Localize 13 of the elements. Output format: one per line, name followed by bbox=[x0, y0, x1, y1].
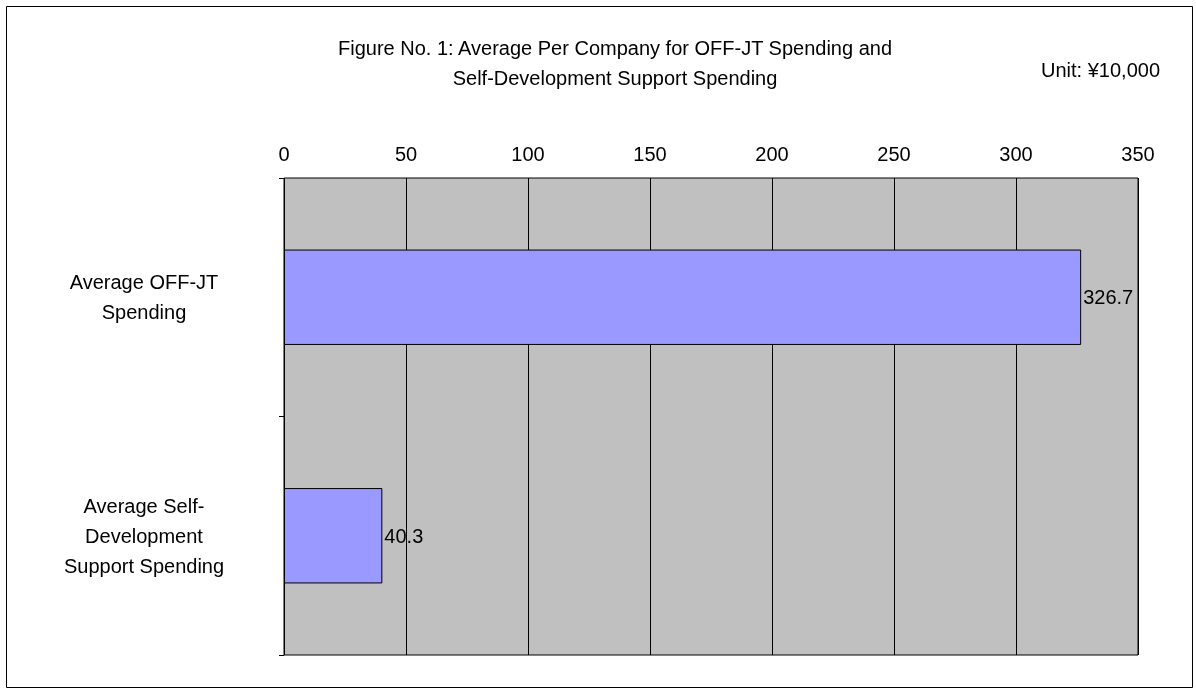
y-tick-label: Average Self- Development Support Spending bbox=[63, 494, 225, 577]
x-tick-label: 300 bbox=[999, 143, 1033, 165]
x-tick-label: 250 bbox=[877, 143, 911, 165]
x-tick-label: 50 bbox=[394, 143, 418, 165]
x-tick-label: 150 bbox=[633, 143, 667, 165]
y-tick-label: Average OFF-JT Spending bbox=[69, 271, 219, 324]
x-tick-label: 100 bbox=[511, 143, 545, 165]
data-label: 326.7 bbox=[1083, 286, 1134, 309]
chart-title: Figure No. 1: Average Per Company for OFF-JT Spending and Self-Development Support Spending bbox=[338, 37, 892, 89]
x-tick-label: 200 bbox=[755, 143, 789, 165]
x-tick-label: 0 bbox=[278, 143, 290, 165]
text: Unit: ¥10,000 bbox=[1041, 59, 1161, 81]
x-tick-label: 350 bbox=[1121, 143, 1155, 165]
